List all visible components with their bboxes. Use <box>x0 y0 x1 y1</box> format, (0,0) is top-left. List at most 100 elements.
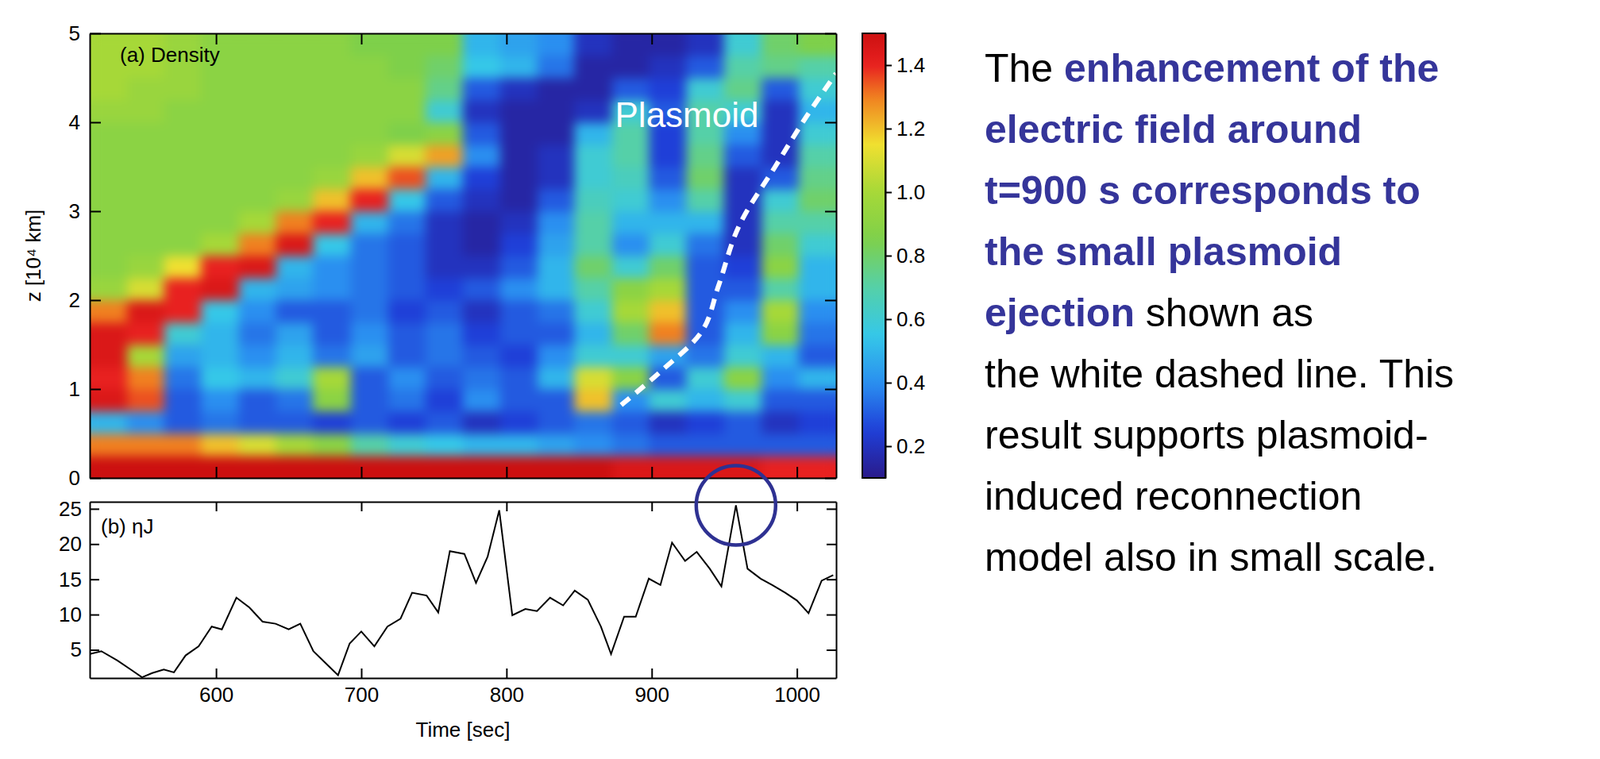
text-line: the white dashed line. This <box>984 343 1454 405</box>
density-cell <box>686 433 725 456</box>
density-cell <box>313 33 352 56</box>
density-cell <box>276 33 314 56</box>
y-axis-b-tick-mark <box>89 614 100 617</box>
density-cell <box>350 455 390 479</box>
y-axis-a-tick-mark <box>89 122 101 124</box>
y-axis-a-tick-label: 3 <box>69 199 81 224</box>
density-cell <box>313 455 352 479</box>
density-cell <box>762 455 800 479</box>
colorbar-axis-tick-label: 1.4 <box>896 53 926 78</box>
density-cell <box>425 211 463 234</box>
x-axis-a-top-tick <box>361 33 363 45</box>
y-axis-a-right-tick <box>825 389 837 390</box>
density-cell <box>201 100 240 123</box>
density-cell <box>798 389 836 412</box>
colorbar-axis-tick-mark <box>885 255 892 258</box>
density-cell <box>201 322 240 345</box>
y-axis-a-right-tick-mark <box>825 122 837 124</box>
density-cells <box>89 33 836 479</box>
density-cell <box>501 433 539 456</box>
density-cell <box>276 366 314 390</box>
density-cell <box>537 255 575 278</box>
text-line: induced reconnection <box>984 466 1454 528</box>
density-cell <box>798 411 836 434</box>
density-cell <box>501 122 539 145</box>
density-cell <box>501 233 539 256</box>
density-cell <box>313 277 352 301</box>
density-cell <box>201 166 240 189</box>
density-cell <box>89 211 128 234</box>
density-cell <box>798 322 836 345</box>
density-cell <box>612 411 650 434</box>
density-cell <box>239 255 277 278</box>
x-axis-a-top-tick-mark <box>360 33 363 45</box>
density-cell <box>537 188 575 212</box>
density-cell <box>425 366 463 390</box>
density-cell <box>686 411 725 434</box>
density-cell <box>201 77 240 101</box>
density-cell <box>462 166 502 189</box>
density-cell <box>501 455 539 479</box>
text-line: the small plasmoid <box>984 221 1454 283</box>
density-cell <box>313 166 352 189</box>
density-cell <box>537 33 575 56</box>
density-cell <box>686 211 725 234</box>
density-cell <box>313 211 352 234</box>
colorbar-axis: 0.20.40.60.81.01.21.4 <box>885 34 926 479</box>
density-cell <box>686 188 725 212</box>
density-cell <box>798 122 836 145</box>
density-cell <box>798 211 836 234</box>
x-axis-b-top-tick <box>797 501 799 512</box>
density-cell <box>762 144 800 167</box>
x-axis-b-tick: 700 <box>344 668 379 707</box>
density-cell <box>276 166 314 189</box>
y-axis-b-tick-mark <box>89 649 100 652</box>
slide-text: The enhancement of theelectric field aro… <box>984 38 1454 589</box>
x-axis-b-top-tick <box>215 501 217 512</box>
density-cell <box>462 233 502 256</box>
density-cell <box>762 33 800 56</box>
density-cell <box>686 144 725 167</box>
x-axis-b-top-tick-mark <box>505 501 508 512</box>
density-cell <box>276 389 314 412</box>
density-cell <box>462 411 502 434</box>
density-cell <box>350 255 390 278</box>
text-line: The enhancement of the <box>984 38 1454 100</box>
density-cell <box>350 77 390 101</box>
density-cell <box>762 322 800 345</box>
density-cell <box>89 344 128 367</box>
y-axis-b-tick-label: 20 <box>58 532 82 556</box>
density-cell <box>425 433 463 456</box>
density-cell <box>462 455 502 479</box>
density-cell <box>127 344 166 367</box>
density-cell <box>276 322 314 345</box>
density-cell <box>313 300 352 323</box>
density-cell <box>164 255 202 278</box>
density-cell <box>649 33 687 56</box>
density-cell <box>276 344 314 367</box>
x-axis-a-tick <box>361 466 363 479</box>
y-axis-b-line <box>89 502 92 679</box>
density-cell <box>89 277 128 301</box>
density-cell <box>798 255 836 278</box>
density-cell <box>127 389 166 412</box>
density-cell <box>350 144 390 167</box>
x-axis-b-tick-mark <box>796 668 799 679</box>
density-cell <box>462 55 502 78</box>
colorbar-axis-tick-mark <box>885 446 892 448</box>
x-axis-a-top-tick-mark <box>651 33 653 45</box>
density-cell <box>389 33 427 56</box>
density-cell <box>201 455 240 479</box>
x-axis-b-tick: 800 <box>489 668 525 707</box>
density-cell <box>201 122 240 145</box>
density-cell <box>350 411 390 434</box>
density-cell <box>649 233 687 256</box>
x-axis-b-tick-label: 1000 <box>774 682 821 707</box>
y-axis-a-tick: 1 <box>69 377 101 401</box>
line-panel: 5101520256007008009001000(b) ηJTime [sec… <box>58 465 837 742</box>
density-cell <box>649 433 687 456</box>
density-cell <box>574 33 614 56</box>
density-cell <box>537 322 575 345</box>
text-line: result supports plasmoid- <box>984 404 1454 467</box>
density-cell <box>501 411 539 434</box>
